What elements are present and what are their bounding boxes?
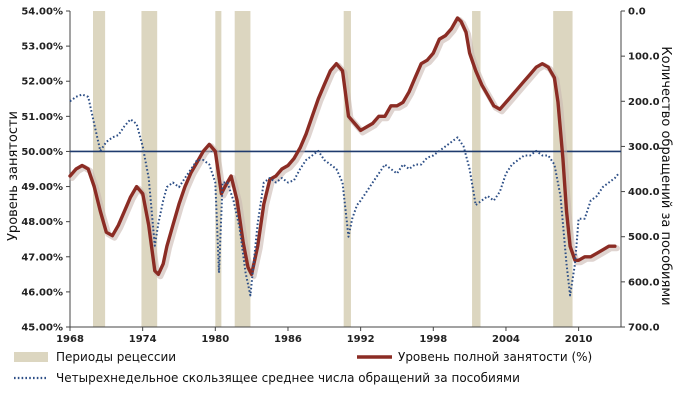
y-left-tick-label-2: 47.00% bbox=[21, 252, 63, 263]
legend-swatch-recession bbox=[14, 352, 48, 362]
y-axis-right-title: Количество обращений за пособиями bbox=[658, 46, 673, 305]
x-tick-label-7: 2010 bbox=[565, 334, 593, 345]
y-right-tick-label-0: 0.0 bbox=[628, 7, 646, 18]
x-tick-label-0: 1968 bbox=[56, 334, 84, 345]
y-left-tick-label-9: 54.00% bbox=[21, 7, 63, 18]
y-axis-left-title: Уровень занятости bbox=[6, 111, 21, 241]
y-right-tick-label-6: 600.0 bbox=[628, 277, 660, 288]
chart-frame bbox=[69, 11, 622, 328]
recession-band-3 bbox=[234, 11, 251, 327]
y-left-tick-label-6: 51.00% bbox=[21, 112, 63, 123]
y-left-tick-label-8: 53.00% bbox=[21, 42, 63, 53]
y-right-tick-label-3: 300.0 bbox=[628, 142, 660, 153]
x-tick-label-2: 1980 bbox=[201, 334, 229, 345]
y-left-tick-label-1: 46.00% bbox=[21, 287, 63, 298]
recession-band-5 bbox=[472, 11, 481, 327]
y-right-tick-label-4: 400.0 bbox=[628, 187, 660, 198]
y-left-tick-label-0: 45.00% bbox=[21, 323, 63, 334]
x-tick-label-5: 1998 bbox=[419, 334, 447, 345]
recession-band-4 bbox=[343, 11, 351, 327]
series-layer bbox=[68, 16, 620, 297]
x-tick-label-4: 1992 bbox=[347, 334, 375, 345]
y-left-tick-label-4: 49.00% bbox=[21, 182, 63, 193]
recession-bands bbox=[93, 11, 573, 327]
x-tick-label-6: 2004 bbox=[492, 334, 520, 345]
tick-labels: 45.00% 46.00% 47.00% 48.00% 49.00% 50.00% 51.0… bbox=[21, 7, 659, 346]
recession-band-0 bbox=[93, 11, 106, 327]
series-claims-line bbox=[69, 93, 620, 297]
x-tick-label-1: 1974 bbox=[129, 334, 157, 345]
recession-band-1 bbox=[141, 11, 158, 327]
legend-label-recession: Периоды рецессии bbox=[56, 350, 176, 364]
y-right-tick-label-7: 700.0 bbox=[628, 323, 660, 334]
y-right-tick-label-2: 200.0 bbox=[628, 97, 660, 108]
series-employment-shadow bbox=[69, 17, 620, 280]
y-right-tick-label-5: 500.0 bbox=[628, 232, 660, 243]
series-employment-line bbox=[68, 16, 617, 276]
y-left-tick-label-5: 50.00% bbox=[21, 147, 63, 158]
y-right-tick-label-1: 100.0 bbox=[628, 52, 660, 63]
y-left-tick-label-7: 52.00% bbox=[21, 77, 63, 88]
y-left-tick-label-3: 48.00% bbox=[21, 217, 63, 228]
x-tick-label-3: 1986 bbox=[274, 334, 302, 345]
legend-label-claims: Четырехнедельное скользящее среднее числ… bbox=[56, 371, 520, 385]
legend-label-employment: Уровень полной занятости (%) bbox=[398, 350, 592, 364]
legend: Периоды рецессии Уровень полной занятост… bbox=[14, 350, 592, 385]
